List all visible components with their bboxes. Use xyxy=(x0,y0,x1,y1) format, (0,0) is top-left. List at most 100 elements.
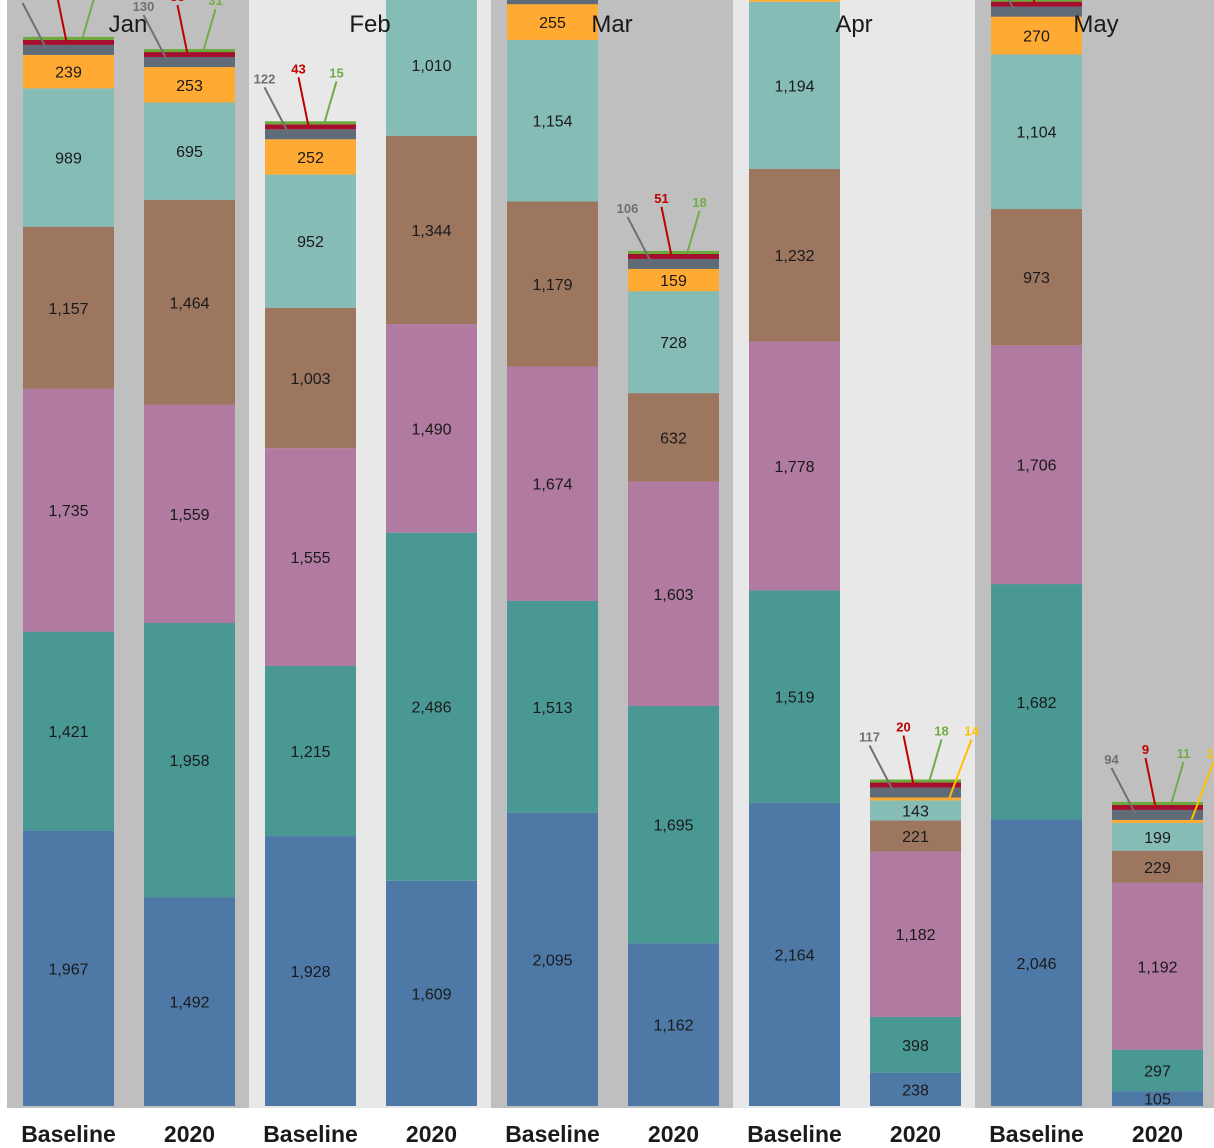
data-label-feb-2020-s4: 1,344 xyxy=(411,223,451,240)
callout-label-apr-2020-3: 18 xyxy=(934,724,948,739)
bar-segment-may-2020-s5 xyxy=(1112,822,1203,851)
data-label-apr-2020-s2: 398 xyxy=(902,1038,929,1055)
bar-segment-mar-2020-s4 xyxy=(628,393,719,482)
bar-segment-jan-baseline-s2 xyxy=(23,631,114,831)
data-label-may-2020-s3: 1,192 xyxy=(1137,959,1177,976)
bar-segment-may-2020-s6 xyxy=(1112,819,1203,823)
bar-segment-mar-2020-s1 xyxy=(628,943,719,1106)
callout-label-jan-2020-3: 31 xyxy=(208,0,222,8)
bar-segment-may-baseline-s1 xyxy=(991,819,1082,1106)
data-label-feb-2020-s5: 1,010 xyxy=(411,58,451,75)
bar-segment-may-baseline-small3 xyxy=(991,0,1082,2)
callout-label-mar-2020-3: 18 xyxy=(692,195,706,210)
data-label-jan-2020-s1: 1,492 xyxy=(169,995,209,1012)
data-label-may-2020-s5: 199 xyxy=(1144,830,1171,847)
data-label-may-baseline-s2: 1,682 xyxy=(1016,695,1056,712)
bar-segment-may-2020-small1 xyxy=(1112,809,1203,820)
callout-line-mar-2020-3 xyxy=(686,210,701,253)
bar-segment-may-2020-s3 xyxy=(1112,882,1203,1050)
category-label-jan-baseline: Baseline xyxy=(21,1121,116,1147)
data-label-apr-2020-s3: 1,182 xyxy=(895,927,935,944)
bar-segment-apr-2020-s2 xyxy=(870,1016,961,1073)
bar-segment-jan-2020-small2 xyxy=(144,52,235,58)
callout-line-may-2020-3 xyxy=(1170,761,1185,804)
bar-segment-mar-2020-small1 xyxy=(628,258,719,269)
data-label-mar-2020-s2: 1,695 xyxy=(653,818,693,835)
data-label-mar-baseline-s4: 1,179 xyxy=(532,277,572,294)
bar-segment-may-baseline-s3 xyxy=(991,345,1082,585)
callout-label-may-2020-3: 11 xyxy=(1177,746,1191,761)
callout-label-apr-2020-2: 20 xyxy=(896,720,910,735)
callout-label-mar-2020-2: 51 xyxy=(654,191,668,206)
callout-label-apr-2020-4: 14 xyxy=(964,724,979,739)
callout-label-may-2020-4: 18 xyxy=(1206,746,1214,761)
callout-line-jan-2020-2 xyxy=(176,4,189,55)
callout-line-jan-baseline-3 xyxy=(81,0,95,39)
data-label-jan-baseline-s6: 239 xyxy=(55,65,82,82)
bar-segment-jan-baseline-small3 xyxy=(23,36,114,40)
bar-segment-may-baseline-small2 xyxy=(991,1,1082,7)
bar-segment-mar-2020-small2 xyxy=(628,253,719,259)
data-label-feb-baseline-s3: 1,555 xyxy=(290,550,330,567)
data-label-may-baseline-s4: 973 xyxy=(1023,270,1050,287)
bar-segment-may-2020-small2 xyxy=(1112,804,1203,810)
bar-segment-mar-baseline-s2 xyxy=(507,600,598,813)
bar-segment-mar-2020-small3 xyxy=(628,250,719,254)
data-label-apr-2020-s1: 238 xyxy=(902,1082,929,1099)
callout-label-jan-baseline-1: 138 xyxy=(12,0,34,2)
callout-line-apr-2020-4 xyxy=(948,739,973,798)
bar-segment-may-2020-s1 xyxy=(1112,1091,1203,1106)
callout-line-mar-2020-2 xyxy=(660,206,673,257)
data-label-may-2020-s4: 229 xyxy=(1144,860,1171,877)
callout-line-feb-baseline-3 xyxy=(323,81,338,123)
bar-segment-may-baseline-s6 xyxy=(991,16,1082,55)
bar-segment-may-2020-s2 xyxy=(1112,1049,1203,1092)
bar-segment-jan-baseline-s5 xyxy=(23,88,114,227)
data-label-mar-baseline-s1: 2,095 xyxy=(532,952,572,969)
bar-segment-apr-baseline-s2 xyxy=(749,590,840,804)
bar-segment-feb-baseline-small1 xyxy=(265,129,356,140)
callout-label-jan-2020-1: 130 xyxy=(133,0,155,14)
callout-label-jan-2020-2: 38 xyxy=(170,0,184,4)
bar-segment-mar-2020-s3 xyxy=(628,481,719,707)
data-label-may-2020-s1: 105 xyxy=(1144,1092,1171,1109)
bar-segment-apr-baseline-s3 xyxy=(749,341,840,591)
bar-segment-apr-2020-small3 xyxy=(870,779,961,783)
bar-segment-may-2020-small3 xyxy=(1112,801,1203,805)
bar-segment-apr-2020-s3 xyxy=(870,851,961,1017)
bar-segment-jan-2020-s3 xyxy=(144,404,235,623)
callout-line-apr-2020-1 xyxy=(868,745,895,792)
month-label-jan: Jan xyxy=(109,11,148,38)
bar-segment-jan-2020-s2 xyxy=(144,623,235,898)
data-label-jan-baseline-s3: 1,735 xyxy=(48,503,88,520)
data-label-feb-baseline-s4: 1,003 xyxy=(290,371,330,388)
data-label-mar-baseline-s6: 255 xyxy=(539,15,566,32)
data-label-jan-2020-s6: 253 xyxy=(176,78,203,95)
callout-label-may-2020-1: 94 xyxy=(1104,752,1119,767)
bar-segment-jan-baseline-s4 xyxy=(23,226,114,389)
callout-line-may-2020-1 xyxy=(1110,767,1137,815)
data-label-apr-baseline-s1: 2,164 xyxy=(774,948,814,965)
bar-segment-may-baseline-s2 xyxy=(991,584,1082,820)
labels: Jan Feb Mar Apr May Baseline 1,967 1,421 1,735 1,… xyxy=(12,0,1214,1147)
callout-line-feb-baseline-2 xyxy=(297,77,310,127)
callout-line-jan-baseline-2 xyxy=(56,0,68,43)
callout-line-may-2020-2 xyxy=(1144,757,1157,808)
callout-line-jan-2020-3 xyxy=(202,8,217,51)
category-label-apr-baseline: Baseline xyxy=(747,1121,842,1147)
data-label-jan-baseline-s1: 1,967 xyxy=(48,961,88,978)
data-label-may-2020-s2: 297 xyxy=(1144,1064,1171,1081)
bar-segment-jan-baseline-small1 xyxy=(23,44,114,55)
bar-segment-feb-baseline-s2 xyxy=(265,665,356,837)
data-label-mar-2020-s1: 1,162 xyxy=(653,1018,693,1035)
callout-label-mar-2020-1: 106 xyxy=(617,201,639,216)
bar-segment-mar-2020-s5 xyxy=(628,291,719,394)
bar-segment-feb-baseline-small3 xyxy=(265,121,356,125)
month-label-mar: Mar xyxy=(591,11,632,38)
category-label-may-baseline: Baseline xyxy=(989,1121,1084,1147)
callout-label-feb-baseline-3: 15 xyxy=(329,65,343,80)
bar-segment-jan-2020-small1 xyxy=(144,57,235,68)
callout-line-mar-2020-1 xyxy=(626,216,653,264)
bar-segment-jan-baseline-s1 xyxy=(23,830,114,1106)
bar-segment-mar-baseline-s6 xyxy=(507,4,598,40)
